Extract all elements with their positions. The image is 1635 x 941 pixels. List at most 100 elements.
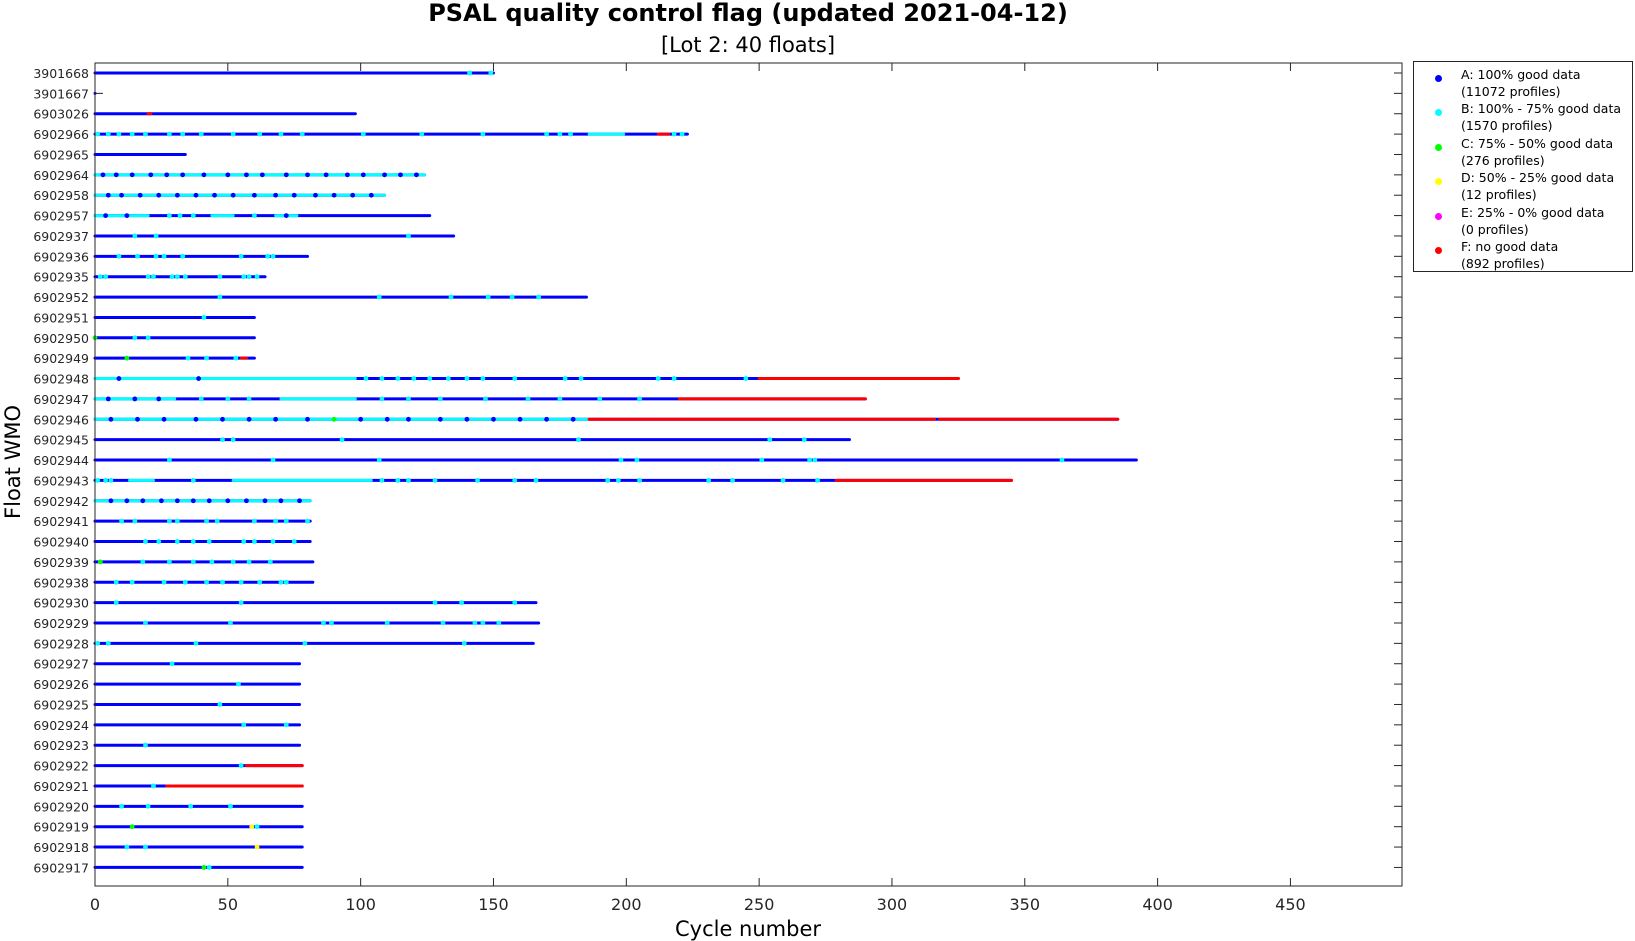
y-tick-label: 6902924 (33, 718, 89, 733)
plot-frame (94, 62, 1403, 887)
profile-point-b (182, 274, 188, 280)
legend-marker (1435, 178, 1442, 186)
legend-count: (11072 profiles) (1461, 84, 1561, 99)
profile-point-a (100, 172, 106, 178)
x-tick-label: 50 (218, 895, 238, 914)
profile-point-b (209, 559, 215, 565)
y-tick-label: 6902965 (33, 147, 89, 162)
y-tick-label: 6902957 (33, 209, 89, 224)
profile-point-b (807, 457, 812, 463)
profile-point-a (129, 172, 135, 178)
profile-point-b (217, 294, 223, 300)
profile-point-b (475, 478, 480, 483)
profile-point-a (201, 172, 207, 178)
y-tick-label: 6902918 (33, 840, 89, 855)
profile-point-b (273, 518, 279, 524)
legend-item: C: 75% - 50% good data (276 profiles) (1414, 134, 1632, 168)
profile-point-b (512, 478, 518, 483)
profile-point-b (302, 640, 308, 646)
y-tick-label: 6902944 (33, 453, 89, 468)
profile-point-a (193, 416, 199, 422)
y-tick-label: 6902939 (33, 555, 89, 570)
profile-point-b (153, 253, 159, 259)
profile-point-b (241, 722, 247, 728)
profile-point-a (135, 416, 140, 422)
profile-point-a (398, 172, 403, 178)
profile-point-b (379, 478, 385, 483)
y-tick-label: 6902958 (33, 188, 89, 203)
profile-point-a (124, 498, 130, 504)
profile-point-b (188, 803, 194, 809)
profile-point-b (576, 437, 581, 443)
profile-point-a (206, 498, 212, 504)
profile-point-b (161, 253, 167, 259)
x-tick-label: 250 (744, 895, 775, 914)
profile-point-b (151, 274, 156, 280)
profile-point-b (143, 620, 148, 626)
legend-count: (892 profiles) (1461, 256, 1545, 271)
profile-point-b (321, 620, 326, 626)
x-tick-label: 200 (611, 895, 642, 914)
profile-point-c (124, 355, 130, 361)
profile-point-b (706, 478, 712, 483)
profile-point-b (283, 518, 289, 524)
legend-text: E: 25% - 0% good data (0 profiles) (1461, 204, 1604, 238)
profile-point-b (395, 376, 401, 381)
profile-point-b (236, 681, 241, 687)
legend-marker (1435, 109, 1442, 117)
profile-point-b (578, 376, 584, 381)
profile-point-b (267, 559, 273, 565)
profile-point-b (395, 478, 401, 483)
profile-point-b (265, 253, 271, 259)
profile-point-a (350, 192, 356, 198)
y-tick-label: 6902946 (33, 412, 89, 427)
profile-point-b (671, 131, 677, 137)
profile-point-a (358, 416, 364, 422)
y-tick-label: 6902950 (33, 331, 89, 346)
y-tick-label: 6902925 (33, 697, 89, 712)
legend-marker (1435, 212, 1442, 220)
profile-point-b (557, 131, 563, 137)
profile-point-b (445, 376, 451, 381)
profile-point-b (634, 457, 640, 463)
profile-point-b (743, 376, 749, 381)
profile-point-a (305, 416, 310, 422)
profile-point-b (145, 274, 151, 280)
profile-point-a (220, 416, 225, 422)
profile-point-b (496, 620, 502, 626)
profile-point-a (108, 416, 114, 422)
profile-point-d (249, 824, 255, 830)
profile-point-b (174, 539, 180, 544)
profile-point-b (241, 539, 247, 544)
profile-point-a (119, 192, 124, 198)
profile-point-b (228, 620, 233, 626)
profile-point-a (140, 498, 146, 504)
profile-point-b (485, 294, 491, 300)
profile-point-b (174, 518, 180, 524)
profile-point-b (238, 253, 244, 259)
profile-point-a (193, 192, 199, 198)
profile-point-c (97, 559, 103, 565)
profile-point-b (161, 579, 167, 585)
profile-point-a (105, 396, 111, 402)
profile-point-b (637, 478, 642, 483)
profile-point-b (459, 600, 464, 606)
profile-point-b (270, 539, 276, 544)
profile-point-a (259, 172, 265, 178)
profile-point-a (174, 498, 180, 504)
y-tick-label: 6902926 (33, 677, 89, 692)
profile-point-b (105, 640, 111, 646)
profile-point-b (190, 213, 196, 218)
legend-item: D: 50% - 25% good data (12 profiles) (1414, 168, 1632, 202)
profile-point-a (196, 376, 202, 381)
legend-label: B: 100% - 75% good data (1461, 101, 1622, 117)
profile-point-b (225, 396, 231, 402)
profile-point-a (156, 192, 162, 198)
profile-point-b (251, 518, 257, 524)
profile-point-a (305, 172, 310, 178)
profile-point-a (161, 416, 167, 422)
profile-point-b (467, 70, 472, 76)
profile-point-a (190, 498, 196, 504)
y-tick-label: 6902949 (33, 351, 89, 366)
profile-point-b (801, 437, 807, 443)
